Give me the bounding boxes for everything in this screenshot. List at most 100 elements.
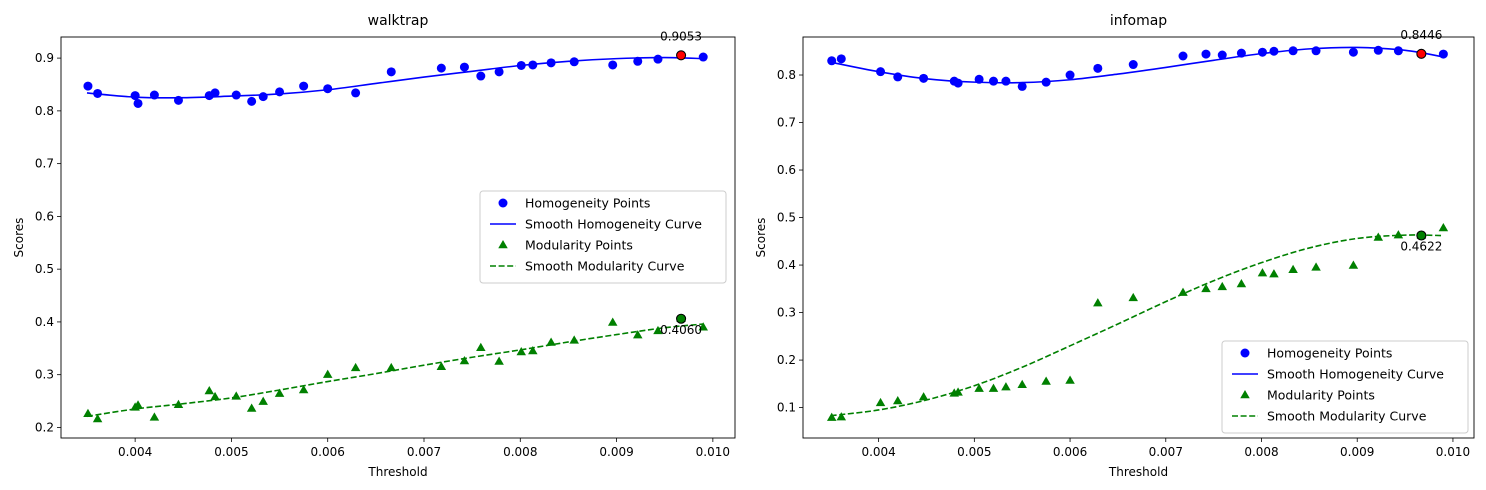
- highlight-label: 0.4060: [660, 323, 702, 337]
- modularity-point: [1311, 262, 1321, 271]
- homogeneity-point: [351, 88, 361, 98]
- x-tick-label: 0.005: [957, 445, 991, 459]
- modularity-point: [350, 362, 361, 372]
- smooth-homogeneity-curve: [86, 56, 704, 99]
- x-tick-label: 0.006: [1053, 445, 1087, 459]
- y-tick-label: 0.7: [777, 116, 796, 130]
- highlight-point: [676, 313, 687, 324]
- legend-label: Smooth Modularity Curve: [1267, 409, 1427, 424]
- homogeneity-point: [1178, 51, 1188, 61]
- homogeneity-point: [1348, 47, 1358, 57]
- x-tick-label: 0.008: [1244, 445, 1278, 459]
- modularity-point: [386, 362, 397, 372]
- homogeneity-point: [459, 62, 469, 72]
- x-axis-label: Threshold: [367, 465, 427, 479]
- x-tick-label: 0.008: [503, 445, 537, 459]
- legend-box: [479, 190, 727, 284]
- modularity-point: [210, 391, 220, 401]
- y-tick-label: 0.7: [35, 157, 54, 171]
- y-tick-label: 0.5: [35, 262, 54, 276]
- modularity-point: [1017, 379, 1027, 389]
- modularity-point: [1128, 292, 1138, 302]
- modularity-point: [698, 322, 708, 331]
- axes-frame: [802, 36, 1475, 439]
- modularity-point: [653, 325, 663, 335]
- legend-label: Smooth Modularity Curve: [525, 259, 685, 274]
- homogeneity-point: [231, 90, 241, 100]
- x-tick-label: 0.009: [599, 445, 633, 459]
- chart-panel-walktrap: walktrap Threshold Scores 0.004 0.005 0.006 0.…: [12, 13, 736, 479]
- homogeneity-point: [1128, 60, 1138, 70]
- modularity-point: [1288, 264, 1298, 274]
- modularity-point: [528, 345, 538, 355]
- y-tick-label: 0.9: [35, 51, 54, 65]
- homogeneity-point: [653, 54, 663, 64]
- modularity-point: [298, 384, 309, 394]
- legend-label: Smooth Homogeneity Curve: [525, 217, 702, 232]
- homogeneity-point: [1373, 45, 1383, 55]
- y-axis-label: Scores: [754, 218, 768, 258]
- homogeneity-point: [1093, 63, 1103, 73]
- highlight-point: [1416, 48, 1427, 59]
- modularity-point: [246, 403, 257, 412]
- modularity-point: [826, 412, 837, 421]
- x-tick-label: 0.005: [214, 445, 248, 459]
- homogeneity-point: [133, 98, 143, 108]
- x-tick-label: 0.004: [118, 445, 152, 459]
- modularity-point: [459, 355, 470, 365]
- modularity-point: [974, 383, 984, 392]
- legend-label: Smooth Homogeneity Curve: [1267, 367, 1444, 382]
- x-tick-label: 0.004: [861, 445, 895, 459]
- homogeneity-point: [247, 96, 257, 106]
- legend-label: Modularity Points: [525, 238, 633, 253]
- modularity-point: [476, 342, 486, 352]
- modularity-point: [1348, 260, 1359, 269]
- homogeneity-point: [836, 54, 846, 64]
- legend: Homogeneity Points Smooth Homogeneity Cur…: [1221, 340, 1469, 434]
- modularity-point: [92, 414, 103, 423]
- y-tick-label: 0.3: [35, 368, 54, 382]
- legend-circle-swatch: [1240, 348, 1250, 358]
- modularity-point: [1093, 298, 1103, 307]
- homogeneity-point: [1393, 46, 1403, 56]
- legend-label: Modularity Points: [1267, 388, 1375, 403]
- modularity-point: [516, 346, 526, 356]
- homogeneity-point: [953, 78, 963, 88]
- homogeneity-point: [1065, 70, 1075, 80]
- chart-title: walktrap: [368, 13, 429, 29]
- modularity-point: [149, 412, 160, 421]
- y-tick-label: 0.5: [777, 211, 796, 225]
- modularity-point: [1438, 222, 1449, 232]
- modularity-point: [988, 383, 999, 392]
- modularity-point: [1041, 376, 1051, 385]
- modularity-point: [436, 361, 447, 371]
- modularity-point: [893, 395, 903, 405]
- highlight-label: 0.4622: [1400, 240, 1442, 254]
- homogeneity-point: [1269, 46, 1279, 56]
- homogeneity-point: [130, 91, 140, 101]
- x-tick-label: 0.007: [407, 445, 441, 459]
- homogeneity-point: [569, 57, 579, 67]
- modularity-point: [204, 386, 215, 395]
- modularity-point: [322, 369, 333, 378]
- modularity-point: [569, 335, 579, 344]
- y-tick-label: 0.3: [777, 306, 796, 320]
- y-tick-label: 0.6: [35, 209, 54, 223]
- x-axis-label: Threshold: [1108, 465, 1168, 479]
- homogeneity-point: [1201, 49, 1211, 59]
- modularity-point: [836, 412, 847, 421]
- y-tick-label: 0.2: [35, 420, 54, 434]
- x-tick-label: 0.010: [696, 445, 730, 459]
- modularity-point: [546, 337, 556, 346]
- legend: Homogeneity Points Smooth Homogeneity Cur…: [479, 190, 727, 284]
- y-tick-label: 0.2: [777, 353, 796, 367]
- homogeneity-point: [323, 84, 333, 94]
- x-tick-label: 0.009: [1340, 445, 1374, 459]
- homogeneity-point: [436, 63, 446, 73]
- homogeneity-point: [275, 87, 285, 97]
- y-tick-label: 0.4: [35, 315, 54, 329]
- homogeneity-point: [1217, 50, 1227, 60]
- homogeneity-point: [1017, 81, 1027, 91]
